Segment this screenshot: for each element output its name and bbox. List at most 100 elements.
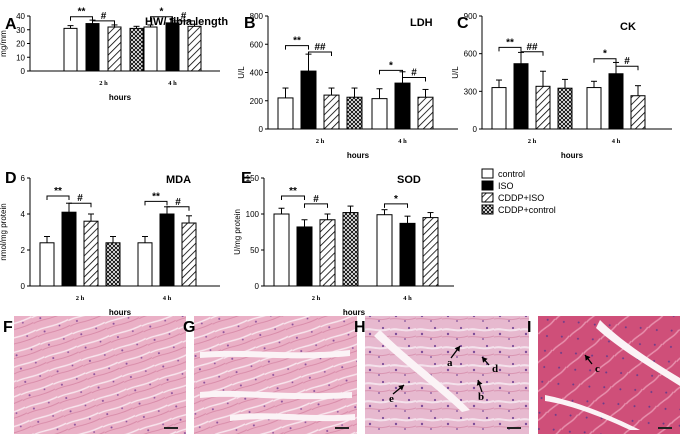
significance-bracket [166, 206, 190, 211]
tissue-gap [200, 350, 350, 359]
significance-mark: ## [314, 42, 326, 53]
legend-swatch [481, 168, 494, 179]
micrograph-G: G [183, 316, 357, 434]
annotation-arrow: a [447, 345, 461, 369]
bar [346, 96, 363, 130]
x-axis-label: hours [109, 93, 132, 102]
y-tick-label: 900 [464, 12, 478, 21]
significance-mark: # [101, 11, 107, 22]
panel-label: F [3, 319, 13, 336]
y-tick-label: 40 [16, 12, 25, 21]
y-tick-label: 150 [246, 174, 260, 183]
y-tick-label: 10 [16, 53, 25, 62]
legend-label: control [498, 169, 525, 179]
significance-mark: # [77, 193, 83, 204]
bar [187, 25, 202, 72]
significance-mark: # [175, 197, 181, 208]
annotation-label: b [478, 391, 484, 403]
category-label: 4 h [163, 295, 172, 302]
y-tick-label: 6 [21, 174, 26, 183]
y-tick-label: 0 [473, 125, 478, 134]
x-axis-label: hours [343, 308, 366, 317]
significance-mark: * [603, 49, 607, 60]
scale-bar [335, 427, 349, 429]
annotation-arrow: c [584, 354, 600, 375]
tissue-image [365, 316, 529, 434]
annotation-arrow: b [476, 379, 484, 403]
y-tick-label: 600 [250, 40, 264, 49]
panel-label: G [183, 319, 195, 336]
panel-label: E [241, 170, 252, 187]
significance-mark: ** [506, 37, 514, 48]
annotation-label: d [492, 363, 498, 375]
category-label: 2 h [312, 295, 321, 302]
bar [323, 94, 340, 130]
x-axis-label: hours [109, 308, 132, 317]
bar [376, 214, 393, 287]
bar [296, 226, 313, 287]
bar [422, 217, 439, 287]
bar [300, 70, 317, 130]
category-label: 2 h [99, 80, 108, 87]
significance-mark: ** [293, 36, 301, 47]
bar [105, 242, 121, 287]
y-tick-label: 400 [250, 69, 264, 78]
x-axis-label: hours [347, 151, 370, 160]
bar [165, 22, 180, 72]
category-label: 4 h [398, 138, 407, 145]
scale-bar [658, 427, 672, 429]
significance-bracket [615, 65, 639, 71]
chart-C: C CK 0 300 600 900 U/L ** ## * #2 h 4 h hours [451, 12, 672, 160]
bar [491, 87, 507, 130]
panel-label: D [5, 170, 17, 187]
significance-mark: ** [78, 7, 86, 18]
significance-bracket [46, 195, 70, 200]
panel-label: A [5, 16, 17, 33]
significance-mark: * [389, 60, 393, 71]
bar [535, 85, 551, 130]
legend-label: CDDP+control [498, 205, 556, 215]
bar [557, 87, 573, 130]
category-label: 2 h [316, 138, 325, 145]
micrograph-F: F [3, 316, 186, 434]
y-tick-label: 0 [21, 282, 26, 291]
chart-title: CK [620, 21, 636, 33]
tissue-gap [200, 390, 352, 400]
y-axis-label: mg/mm [0, 30, 8, 57]
bar [63, 27, 78, 72]
category-label: 2 h [76, 295, 85, 302]
legend: control ISO CDDP+ISO CDDP+control [481, 168, 556, 215]
bar [143, 26, 158, 72]
annotation-label: c [595, 363, 600, 375]
panel-label: I [527, 319, 531, 336]
significance-bracket [150, 16, 173, 21]
y-tick-label: 4 [21, 210, 26, 219]
significance-mark: ** [152, 191, 160, 202]
micrograph-I: I [527, 316, 680, 434]
significance-bracket [68, 202, 92, 208]
significance-bracket [172, 20, 195, 25]
significance-bracket [70, 16, 93, 21]
bar [513, 63, 529, 130]
significance-bracket [402, 76, 426, 82]
significance-mark: * [160, 7, 164, 18]
bar [630, 95, 646, 130]
y-tick-label: 20 [16, 40, 25, 49]
bar [394, 82, 411, 130]
chart-title: SOD [397, 174, 421, 186]
y-tick-label: 30 [16, 26, 25, 35]
tissue-image [14, 316, 186, 434]
micrograph-H: H [354, 316, 529, 434]
bar [417, 96, 434, 130]
bar [319, 219, 336, 287]
significance-bracket [379, 69, 403, 75]
bar [277, 97, 294, 130]
significance-bracket [384, 203, 408, 208]
panel-label: C [457, 15, 469, 32]
y-axis-label: U/mg protein [233, 209, 242, 255]
panel-label: B [244, 15, 256, 32]
category-label: 4 h [612, 138, 621, 145]
significance-mark: # [181, 11, 187, 22]
significance-mark: ** [54, 186, 62, 197]
